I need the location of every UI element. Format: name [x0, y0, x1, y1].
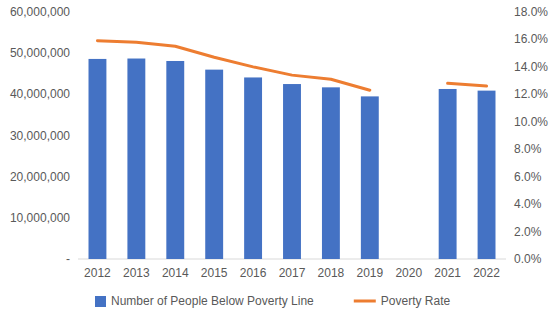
x-tick-label: 2017: [279, 266, 306, 280]
y2-tick-label: 2.0%: [514, 225, 542, 239]
y-tick-label: 20,000,000: [10, 170, 70, 184]
tick-mark: [506, 231, 509, 232]
x-tick-label: 2018: [318, 266, 345, 280]
x-tick-label: 2016: [240, 266, 267, 280]
legend-item: Poverty Rate: [354, 294, 451, 308]
y2-tick-label: 18.0%: [514, 5, 548, 19]
x-tick-label: 2022: [473, 266, 500, 280]
x-tick-label: 2014: [162, 266, 189, 280]
tick-mark: [506, 121, 509, 122]
x-tick-label: 2019: [356, 266, 383, 280]
bar: [89, 59, 107, 259]
y2-tick-label: 0.0%: [514, 252, 542, 266]
tick-mark: [506, 149, 509, 150]
x-tick-label: 2015: [201, 266, 228, 280]
tick-mark: [75, 259, 78, 260]
tick-mark: [75, 94, 78, 95]
x-tick-label: 2013: [123, 266, 150, 280]
tick-mark: [506, 176, 509, 177]
y2-tick-label: 12.0%: [514, 87, 548, 101]
y2-tick-label: 10.0%: [514, 115, 548, 129]
y2-tick-label: 4.0%: [514, 197, 542, 211]
bar: [361, 96, 379, 259]
tick-mark: [506, 204, 509, 205]
bar: [439, 89, 457, 259]
legend-swatch: [354, 300, 376, 303]
tick-mark: [75, 135, 78, 136]
bar: [166, 61, 184, 259]
tick-mark: [506, 259, 509, 260]
x-tick-label: 2012: [84, 266, 111, 280]
y2-tick-label: 8.0%: [514, 142, 542, 156]
legend-label: Poverty Rate: [381, 294, 451, 308]
legend-swatch: [95, 296, 106, 307]
legend-item: Number of People Below Poverty Line: [95, 294, 314, 308]
y-tick-label: 60,000,000: [10, 5, 70, 19]
bar: [205, 70, 223, 259]
line: [97, 41, 486, 90]
y-tick-label: 50,000,000: [10, 46, 70, 60]
tick-mark: [506, 94, 509, 95]
tick-mark: [506, 12, 509, 13]
bar: [478, 91, 496, 259]
tick-mark: [75, 217, 78, 218]
bar: [127, 59, 145, 259]
legend-label: Number of People Below Poverty Line: [111, 294, 314, 308]
y2-tick-label: 14.0%: [514, 60, 548, 74]
plot-area: [89, 41, 496, 259]
y-tick-label: 40,000,000: [10, 87, 70, 101]
tick-mark: [75, 12, 78, 13]
bar: [283, 84, 301, 259]
y2-tick-label: 6.0%: [514, 170, 542, 184]
tick-mark: [75, 176, 78, 177]
tick-mark: [506, 66, 509, 67]
bar: [322, 87, 340, 259]
tick-mark: [75, 53, 78, 54]
tick-mark: [506, 39, 509, 40]
y2-tick-label: 16.0%: [514, 32, 548, 46]
x-tick-label: 2020: [395, 266, 422, 280]
chart: - 10,000,000 20,000,000 30,000,000 40,000,00…: [0, 0, 550, 316]
bar: [244, 77, 262, 259]
y-tick-label: 30,000,000: [10, 129, 70, 143]
x-tick-label: 2021: [434, 266, 461, 280]
y-tick-label: 10,000,000: [10, 211, 70, 225]
y-tick-label: -: [66, 252, 70, 266]
